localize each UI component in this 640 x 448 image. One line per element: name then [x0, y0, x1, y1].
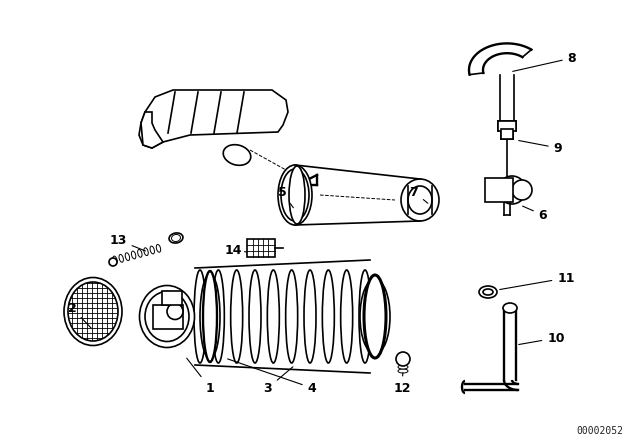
Ellipse shape — [131, 251, 136, 259]
Ellipse shape — [212, 270, 225, 363]
Ellipse shape — [503, 303, 517, 313]
FancyBboxPatch shape — [153, 305, 183, 328]
Ellipse shape — [169, 233, 183, 243]
Ellipse shape — [119, 254, 124, 262]
Ellipse shape — [113, 256, 117, 264]
Ellipse shape — [268, 270, 279, 363]
Text: 4: 4 — [228, 359, 316, 395]
FancyBboxPatch shape — [247, 239, 275, 257]
Ellipse shape — [323, 270, 334, 363]
Ellipse shape — [483, 289, 493, 295]
Ellipse shape — [360, 279, 390, 354]
Ellipse shape — [498, 176, 526, 204]
Ellipse shape — [194, 270, 206, 363]
Text: 14: 14 — [224, 244, 247, 257]
Text: 7: 7 — [410, 185, 428, 203]
Ellipse shape — [140, 285, 195, 348]
Polygon shape — [141, 112, 163, 148]
Text: 3: 3 — [264, 367, 293, 395]
Ellipse shape — [203, 271, 217, 362]
Ellipse shape — [281, 169, 309, 221]
Text: 6: 6 — [522, 206, 547, 221]
Ellipse shape — [398, 353, 408, 357]
FancyBboxPatch shape — [501, 129, 513, 139]
Text: 12: 12 — [393, 373, 411, 395]
FancyBboxPatch shape — [162, 290, 182, 305]
Ellipse shape — [64, 277, 122, 345]
FancyBboxPatch shape — [485, 178, 513, 202]
Circle shape — [167, 303, 183, 319]
Text: 11: 11 — [500, 271, 575, 289]
Text: 5: 5 — [278, 185, 293, 208]
Ellipse shape — [479, 286, 497, 298]
Ellipse shape — [398, 365, 408, 369]
Ellipse shape — [230, 270, 243, 363]
Ellipse shape — [401, 179, 439, 221]
Ellipse shape — [289, 166, 305, 224]
Ellipse shape — [278, 165, 312, 225]
Text: 00002052: 00002052 — [576, 426, 623, 436]
Ellipse shape — [304, 270, 316, 363]
Ellipse shape — [200, 274, 220, 359]
Text: 1: 1 — [187, 358, 214, 395]
Ellipse shape — [285, 270, 298, 363]
Ellipse shape — [156, 245, 161, 252]
Ellipse shape — [249, 270, 261, 363]
Text: 8: 8 — [513, 52, 576, 71]
Ellipse shape — [138, 250, 142, 257]
Ellipse shape — [223, 145, 251, 165]
Text: 13: 13 — [109, 233, 145, 251]
Circle shape — [109, 258, 117, 266]
Ellipse shape — [398, 361, 408, 365]
FancyBboxPatch shape — [498, 121, 516, 131]
Polygon shape — [139, 90, 288, 148]
Ellipse shape — [125, 253, 130, 261]
Ellipse shape — [144, 248, 148, 255]
Ellipse shape — [359, 270, 371, 363]
Ellipse shape — [150, 246, 154, 254]
Text: 10: 10 — [519, 332, 564, 345]
Ellipse shape — [512, 180, 532, 200]
Text: 2: 2 — [68, 302, 91, 328]
Ellipse shape — [340, 270, 353, 363]
Ellipse shape — [364, 275, 386, 358]
Ellipse shape — [172, 234, 180, 241]
Ellipse shape — [398, 357, 408, 361]
Circle shape — [396, 352, 410, 366]
Ellipse shape — [398, 369, 408, 373]
Ellipse shape — [408, 186, 432, 214]
Text: 9: 9 — [519, 141, 563, 155]
Ellipse shape — [145, 292, 189, 341]
